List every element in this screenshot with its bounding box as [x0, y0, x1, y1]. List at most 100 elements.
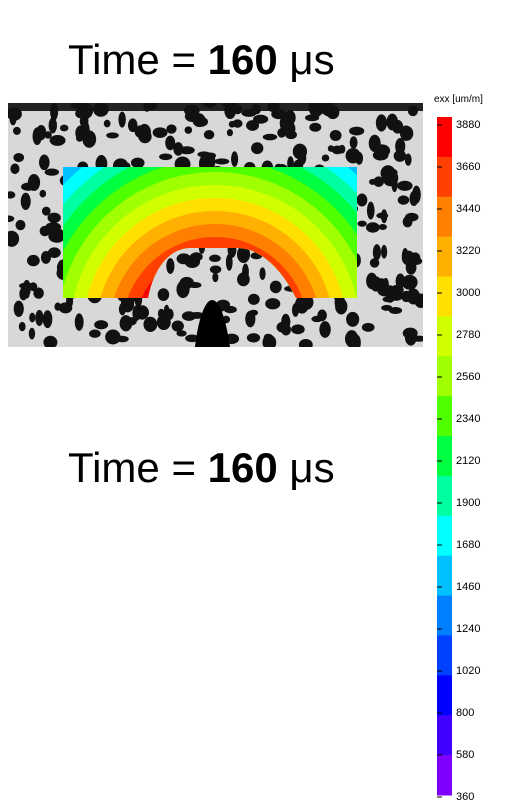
- speckle: [8, 230, 20, 247]
- speckle: [36, 124, 47, 141]
- speckle: [214, 158, 230, 165]
- speckle: [185, 334, 200, 343]
- speckle: [361, 322, 375, 332]
- speckle: [103, 119, 111, 128]
- speckle: [74, 313, 84, 331]
- speckle: [184, 255, 201, 269]
- speckle: [321, 154, 330, 162]
- speckle: [365, 222, 380, 233]
- speckle: [397, 195, 410, 205]
- colorbar-tick-label: 1240: [456, 623, 480, 635]
- speckle: [404, 153, 412, 166]
- colorbar-band: [437, 117, 452, 158]
- speckle: [376, 212, 389, 219]
- speckle: [178, 146, 195, 155]
- colorbar-tick-label: 2560: [456, 371, 480, 383]
- caption-unit: μs: [289, 444, 334, 491]
- speckle: [165, 308, 174, 320]
- speckle: [346, 311, 360, 327]
- speckle: [43, 335, 58, 347]
- speckle: [18, 321, 26, 332]
- speckle: [10, 163, 20, 175]
- colorbar-band: [437, 236, 452, 278]
- speckle: [297, 151, 307, 165]
- speckle: [369, 258, 380, 268]
- colorbar-tick-label: 2780: [456, 329, 480, 341]
- speckle: [287, 122, 296, 136]
- speckle: [93, 103, 109, 117]
- speckle: [188, 281, 202, 289]
- speckle: [366, 272, 378, 290]
- speckle: [335, 298, 348, 315]
- colorbar-tick-label: 3220: [456, 245, 480, 257]
- speckle: [152, 127, 168, 138]
- speckle: [349, 126, 365, 136]
- speckle: [395, 273, 406, 289]
- speckle: [247, 293, 260, 305]
- speckle: [276, 321, 289, 333]
- colorbar-band: [437, 356, 452, 397]
- speckle: [269, 280, 282, 294]
- speckle: [338, 144, 346, 154]
- speckle: [251, 142, 264, 155]
- colorbar-tick-label: 3440: [456, 203, 480, 215]
- speckle: [382, 296, 395, 303]
- speckle: [44, 131, 52, 139]
- speckle: [209, 254, 221, 263]
- speckle: [28, 327, 36, 340]
- speckle: [80, 121, 90, 139]
- speckle: [94, 320, 109, 330]
- speckle: [407, 105, 419, 117]
- caption-unit: μs: [289, 36, 334, 83]
- speckle: [412, 185, 421, 204]
- colorbar-band: [437, 316, 452, 357]
- caption-value: 160: [208, 444, 278, 491]
- speckle: [395, 137, 406, 155]
- speckle: [138, 129, 152, 144]
- speckle: [75, 134, 84, 142]
- speckle: [311, 315, 323, 323]
- speckle: [263, 333, 272, 342]
- speckle: [127, 118, 138, 133]
- speckle: [401, 274, 418, 290]
- speckle: [27, 254, 40, 267]
- speckle: [47, 212, 61, 223]
- colorbar-band: [437, 675, 452, 716]
- speckle: [381, 304, 393, 311]
- speckle: [329, 129, 342, 141]
- speckle: [184, 126, 193, 134]
- speckle: [231, 151, 239, 167]
- colorbar-tick-label: 2120: [456, 455, 480, 467]
- image-edge: [8, 103, 423, 111]
- caption-prefix: Time =: [68, 36, 196, 83]
- speckle: [401, 248, 409, 264]
- speckle: [299, 294, 314, 310]
- colorbar-tick-label: 360: [456, 791, 474, 803]
- colorbar-tick-label: 3880: [456, 119, 480, 131]
- speckle: [401, 290, 412, 303]
- speckle: [166, 124, 177, 134]
- speckle: [53, 229, 62, 242]
- speckle: [366, 201, 375, 220]
- caption: Time = 160 μs: [68, 36, 335, 83]
- speckle: [21, 292, 30, 299]
- speckle: [13, 126, 21, 135]
- caption: Time = 160 μs: [68, 444, 335, 491]
- speckle: [262, 133, 278, 141]
- speckle: [44, 168, 60, 176]
- colorbar-tick-label: 1680: [456, 539, 480, 551]
- colorbar-tick-label: 2340: [456, 413, 480, 425]
- speckle: [176, 330, 187, 337]
- speckle: [48, 117, 58, 134]
- colorbar-band: [437, 156, 452, 198]
- speckle: [319, 321, 331, 338]
- speckle: [251, 104, 262, 115]
- speckle: [8, 106, 22, 121]
- colorbar-band: [437, 635, 452, 676]
- colorbar-tick-label: 3000: [456, 287, 480, 299]
- speckle: [42, 310, 53, 329]
- colorbar-band: [437, 555, 452, 597]
- colorbar-title: exx [um/m]: [434, 94, 483, 105]
- speckle: [13, 152, 25, 163]
